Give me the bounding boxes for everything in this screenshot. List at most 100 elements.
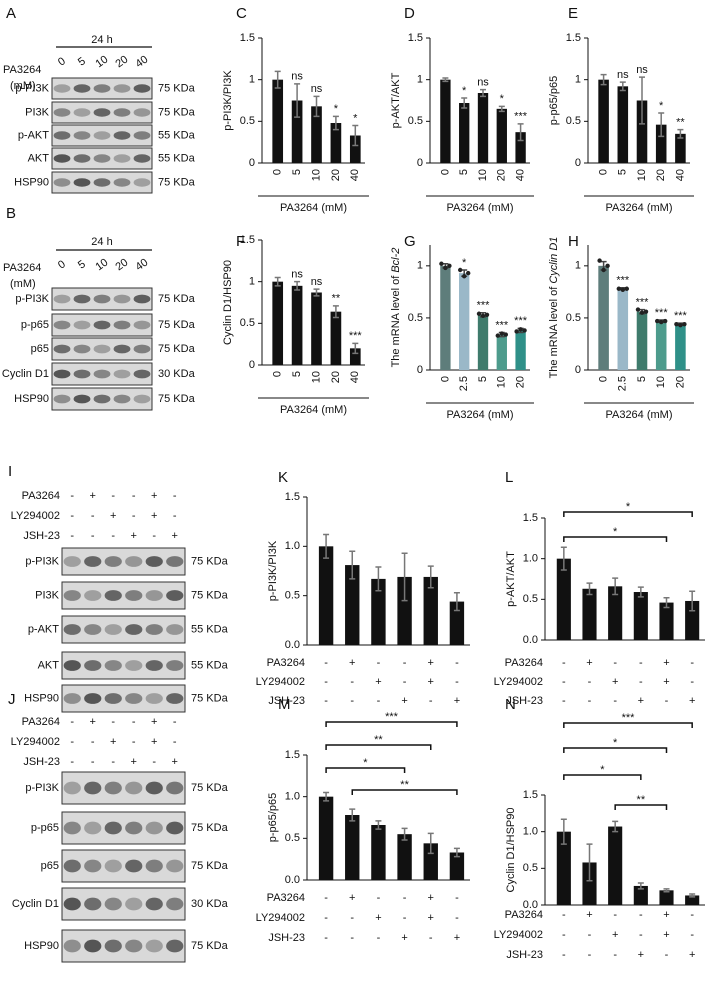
significance-label: *** — [616, 275, 630, 287]
blot-band — [93, 320, 111, 330]
condition-name: JSH-23 — [506, 695, 543, 707]
error-bar — [332, 115, 339, 131]
condition-sign: - — [403, 657, 407, 669]
panel-label: G — [404, 233, 416, 250]
condition-sign: + — [90, 716, 96, 728]
x-tick-label: 20 — [515, 376, 527, 388]
blot-band — [84, 821, 102, 835]
blot-band — [133, 294, 151, 304]
row-label: p-PI3K — [15, 293, 49, 305]
blot-band — [53, 369, 71, 379]
y-tick-label: 0.5 — [240, 317, 255, 329]
condition-sign: - — [324, 912, 328, 924]
condition-sign: - — [377, 695, 381, 707]
error-bar — [619, 81, 626, 92]
blot-band — [133, 394, 151, 404]
bar — [655, 124, 667, 163]
y-axis-label-text: Cyclin D1/HSP90 — [505, 808, 517, 893]
bar — [636, 311, 648, 370]
error-bar — [453, 847, 460, 858]
y-axis-label-text: p-PI3K/PI3K — [222, 70, 234, 131]
y-axis-label: Cyclin D1/HSP90 — [222, 260, 234, 345]
blot-band — [113, 394, 131, 404]
error-bar — [427, 832, 434, 855]
bracket-label: *** — [622, 712, 636, 724]
blot-strip — [61, 651, 186, 680]
condition-sign: + — [110, 736, 116, 748]
error-bar — [294, 280, 301, 291]
y-axis-label: Cyclin D1/HSP90 — [505, 808, 517, 893]
data-point — [639, 310, 645, 315]
y-axis-label-text: p-PI3K/PI3K — [267, 540, 279, 601]
size-label: 55 KDa — [158, 129, 196, 141]
bar — [440, 265, 451, 370]
condition-sign: + — [454, 932, 460, 944]
size-label: 30 KDa — [191, 898, 229, 910]
condition-sign: - — [324, 695, 328, 707]
y-tick-label: 1 — [417, 260, 423, 272]
blot-band — [133, 131, 151, 140]
blot-band — [73, 320, 91, 330]
condition-sign: - — [111, 756, 115, 768]
condition-sign: + — [110, 510, 116, 522]
y-tick-label: 1.0 — [523, 826, 538, 838]
blot-band — [113, 84, 131, 93]
condition-sign: - — [70, 736, 74, 748]
blot-band — [125, 939, 143, 953]
condition-sign: - — [350, 695, 354, 707]
blot-band — [125, 556, 143, 567]
y-tick-label: 1 — [249, 276, 255, 288]
condition-sign: + — [151, 716, 157, 728]
x-tick-label: 10 — [310, 371, 322, 383]
condition-name: PA3264 — [505, 657, 543, 669]
condition-sign: - — [132, 716, 136, 728]
lane-label: 40 — [133, 53, 150, 70]
bracket-label: * — [363, 757, 368, 769]
significance-bracket — [563, 722, 693, 728]
condition-sign: - — [613, 695, 617, 707]
y-tick-label: 1.0 — [523, 553, 538, 565]
blot-strip — [61, 581, 186, 610]
size-label: 75 KDa — [191, 822, 229, 834]
y-tick-label: 1.5 — [240, 234, 255, 246]
y-tick-label: 0.0 — [523, 899, 538, 911]
condition-sign: + — [428, 657, 434, 669]
size-label: 55 KDa — [191, 623, 229, 635]
significance-label: *** — [495, 319, 509, 331]
error-bar — [663, 888, 670, 893]
error-bar — [586, 843, 593, 882]
blot-band — [104, 897, 122, 911]
condition-sign: - — [562, 676, 566, 688]
blot-band — [104, 624, 122, 635]
condition-sign: - — [588, 695, 592, 707]
significance-label: *** — [674, 310, 688, 322]
bar — [617, 86, 629, 163]
condition-sign: + — [612, 929, 618, 941]
lane-label: 5 — [76, 55, 88, 68]
blot-band — [53, 154, 71, 163]
condition-sign: + — [586, 909, 592, 921]
blot-band — [84, 859, 102, 873]
bar — [272, 79, 284, 163]
blot-strip — [61, 615, 186, 644]
condition-sign: - — [455, 657, 459, 669]
condition-name: JSH-23 — [23, 530, 60, 542]
blot-band — [93, 154, 111, 163]
blot-band — [113, 294, 131, 304]
y-tick-label: 0.5 — [240, 115, 255, 127]
x-axis-label: PA3264 (mM) — [605, 409, 672, 421]
error-bar — [313, 288, 320, 297]
error-bar — [517, 123, 524, 142]
significance-label: * — [500, 93, 505, 105]
x-tick-label: 20 — [496, 169, 508, 181]
condition-sign: + — [151, 510, 157, 522]
blot-band — [113, 344, 131, 354]
condition-sign: - — [111, 490, 115, 502]
row-label: AKT — [38, 659, 60, 671]
x-tick-label: 10 — [477, 169, 489, 181]
blot-band — [104, 939, 122, 953]
y-tick-label: 1.5 — [285, 491, 300, 503]
size-label: 75 KDa — [158, 319, 196, 331]
condition-sign: - — [132, 510, 136, 522]
condition-sign: - — [562, 929, 566, 941]
